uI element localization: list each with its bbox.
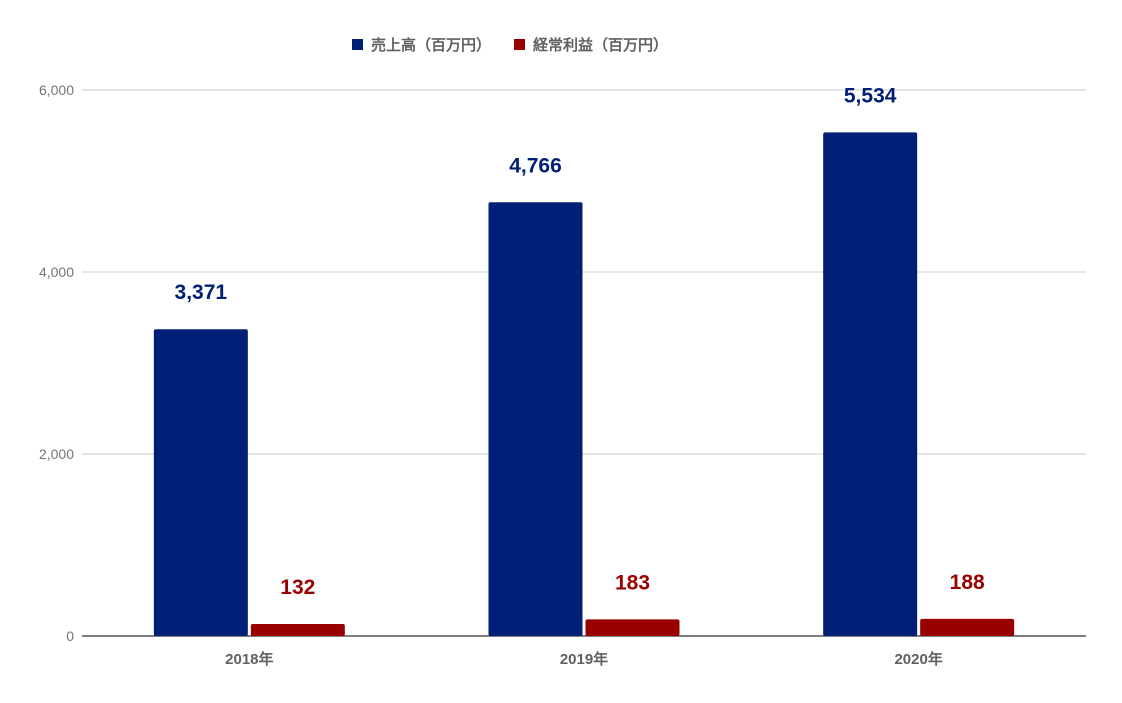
- legend: 売上高（百万円） 経常利益（百万円）: [352, 36, 668, 54]
- gridlines: [82, 89, 1086, 637]
- y-tick-label: 2,000: [39, 446, 74, 462]
- x-axis: 2018年 2019年 2020年: [225, 650, 943, 668]
- bar-ordinary-profit-0: [250, 623, 345, 636]
- x-tick-label: 2019年: [560, 650, 608, 668]
- data-label-sales-0: 3,371: [175, 281, 228, 304]
- bar-sales-0: [153, 329, 248, 636]
- data-label-ordinary-profit-1: 183: [615, 571, 650, 594]
- x-tick-label: 2020年: [894, 650, 942, 668]
- y-axis: 0 2,000 4,000 6,000: [39, 82, 74, 644]
- bar-ordinary-profit-2: [920, 618, 1015, 636]
- bar-sales-1: [488, 202, 583, 636]
- y-tick-label: 4,000: [39, 264, 74, 280]
- legend-swatch-ordinary-profit: [514, 39, 525, 50]
- data-label-ordinary-profit-2: 188: [950, 571, 985, 594]
- bar-sales-2: [823, 132, 918, 636]
- legend-swatch-sales: [352, 39, 363, 50]
- legend-label-ordinary-profit: 経常利益（百万円）: [533, 36, 668, 54]
- bars: [153, 132, 1015, 636]
- data-label-sales-1: 4,766: [509, 154, 562, 177]
- legend-label-sales: 売上高（百万円）: [371, 36, 491, 54]
- bar-ordinary-profit-1: [585, 619, 680, 636]
- x-tick-label: 2018年: [225, 650, 273, 668]
- y-tick-label: 6,000: [39, 82, 74, 98]
- data-labels: 3,371 132 4,766 183 5,534 188: [175, 84, 985, 599]
- data-label-sales-2: 5,534: [844, 84, 897, 107]
- y-tick-label: 0: [66, 628, 74, 644]
- data-label-ordinary-profit-0: 132: [280, 576, 315, 599]
